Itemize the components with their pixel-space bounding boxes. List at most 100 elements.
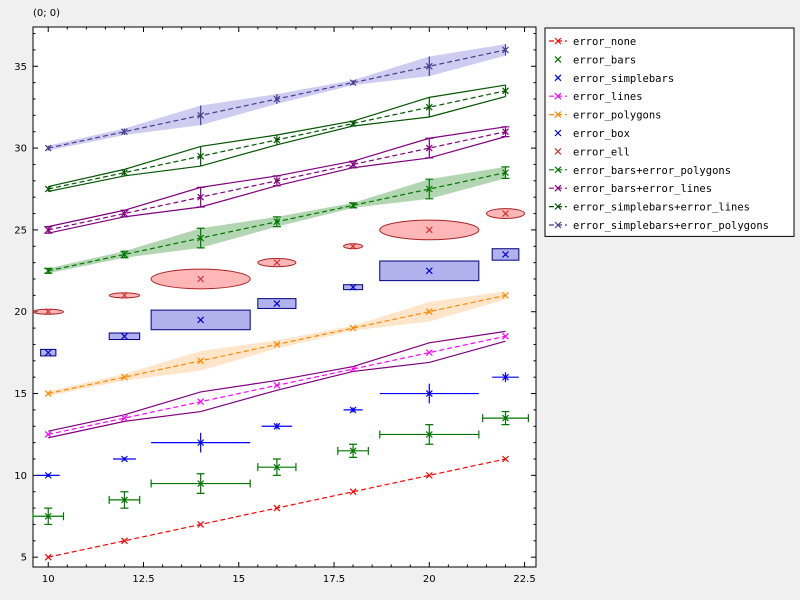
data-point — [349, 283, 357, 291]
y-tick-label: 15 — [14, 389, 27, 400]
data-point — [197, 357, 205, 365]
data-point — [197, 234, 205, 242]
data-point — [349, 365, 357, 373]
legend-label: error_bars+error_polygons — [573, 165, 731, 177]
legend-label: error_bars — [573, 54, 636, 66]
y-tick-label: 10 — [14, 471, 27, 482]
legend-item: error_simplebars+error_lines — [549, 202, 750, 214]
data-point — [349, 242, 357, 250]
legend-label: error_none — [573, 36, 636, 48]
series-error_simplebars — [36, 372, 519, 479]
x-tick-label: 17.5 — [323, 574, 345, 585]
legend-item: error_simplebars+error_polygons — [549, 220, 769, 232]
legend-label: error_simplebars — [573, 73, 674, 85]
data-point — [273, 177, 281, 185]
series-error_none — [44, 455, 509, 561]
data-point — [121, 251, 128, 258]
data-point — [273, 218, 281, 226]
data-point — [502, 332, 509, 340]
x-tick-label: 10 — [42, 574, 55, 585]
axes: 10 12.5 15 17.5 20 22.5 5 10 15 20 25 30 35 — [14, 27, 536, 585]
data-point — [349, 79, 357, 87]
legend-swatch-marker — [554, 55, 562, 63]
data-point — [349, 324, 357, 332]
data-point — [44, 185, 52, 193]
data-point — [425, 349, 433, 357]
data-point — [502, 128, 509, 136]
data-point — [44, 226, 52, 234]
coord-readout: (0; 0) — [33, 8, 60, 19]
data-point — [425, 267, 433, 275]
data-point — [502, 414, 509, 422]
data-point — [425, 390, 433, 397]
legend-item: error_bars+error_polygons — [549, 165, 731, 177]
data-point — [502, 251, 509, 258]
legend-swatch-marker — [554, 147, 562, 155]
data-point — [197, 521, 205, 528]
data-point — [121, 455, 128, 463]
legend-swatch-marker — [554, 184, 562, 192]
data-point — [273, 422, 281, 430]
y-tick-label: 35 — [14, 62, 27, 73]
data-point — [502, 46, 509, 54]
error-line-lower — [48, 340, 506, 439]
data-point — [44, 390, 52, 397]
data-point — [425, 62, 433, 70]
x-tick-label: 20 — [423, 574, 436, 585]
data-point — [502, 87, 509, 95]
data-point — [44, 267, 52, 275]
data-point — [425, 431, 433, 438]
data-point — [502, 210, 509, 217]
legend-box — [544, 27, 795, 237]
data-point — [273, 136, 281, 144]
data-point — [121, 169, 128, 177]
data-point — [349, 406, 357, 414]
legend-swatch-marker — [554, 221, 562, 229]
data-point — [273, 504, 281, 512]
data-point — [44, 431, 52, 438]
data-point — [349, 161, 357, 168]
series-error_box — [40, 248, 520, 357]
data-point — [121, 128, 128, 136]
data-point — [121, 332, 128, 340]
legend-label: error_bars+error_lines — [573, 183, 712, 195]
legend-item: error_polygons — [549, 110, 662, 122]
legend-item: error_lines — [549, 91, 643, 103]
series-error_bars+error_polygons — [44, 166, 510, 275]
data-point — [502, 291, 509, 299]
legend-swatch-marker — [554, 111, 562, 119]
data-point — [121, 496, 128, 504]
data-point — [121, 291, 128, 299]
legend-label: error_lines — [573, 91, 643, 103]
legend-item: error_bars+error_lines — [549, 183, 712, 195]
data-point — [197, 439, 205, 447]
legend-swatch-marker — [554, 74, 562, 82]
legend-label: error_simplebars+error_polygons — [573, 220, 769, 232]
series-error_polygons — [44, 291, 509, 397]
data-point — [425, 144, 433, 152]
data-point — [349, 201, 357, 209]
data-point — [197, 275, 205, 283]
data-point — [197, 193, 205, 201]
legend-swatch-marker — [554, 203, 562, 211]
series-error_simplebars+error_polygons — [44, 44, 509, 152]
legend-label: error_polygons — [573, 110, 662, 122]
data-point — [121, 414, 128, 422]
legend: error_none error_bars error_simplebarserro… — [544, 27, 795, 237]
data-point — [502, 373, 509, 381]
data-point — [44, 553, 52, 561]
y-tick-label: 5 — [21, 553, 27, 564]
legend-label: error_ell — [573, 146, 630, 158]
data-point — [349, 447, 357, 455]
data-point — [502, 169, 509, 177]
data-point — [425, 226, 433, 234]
y-tick-label: 25 — [14, 225, 27, 236]
data-point — [121, 373, 128, 381]
data-point — [121, 537, 128, 545]
legend-item: error_ell — [554, 146, 630, 158]
legend-swatch-marker — [554, 166, 562, 174]
plot-layer — [32, 44, 529, 561]
data-point — [197, 111, 205, 119]
data-point — [273, 259, 281, 267]
